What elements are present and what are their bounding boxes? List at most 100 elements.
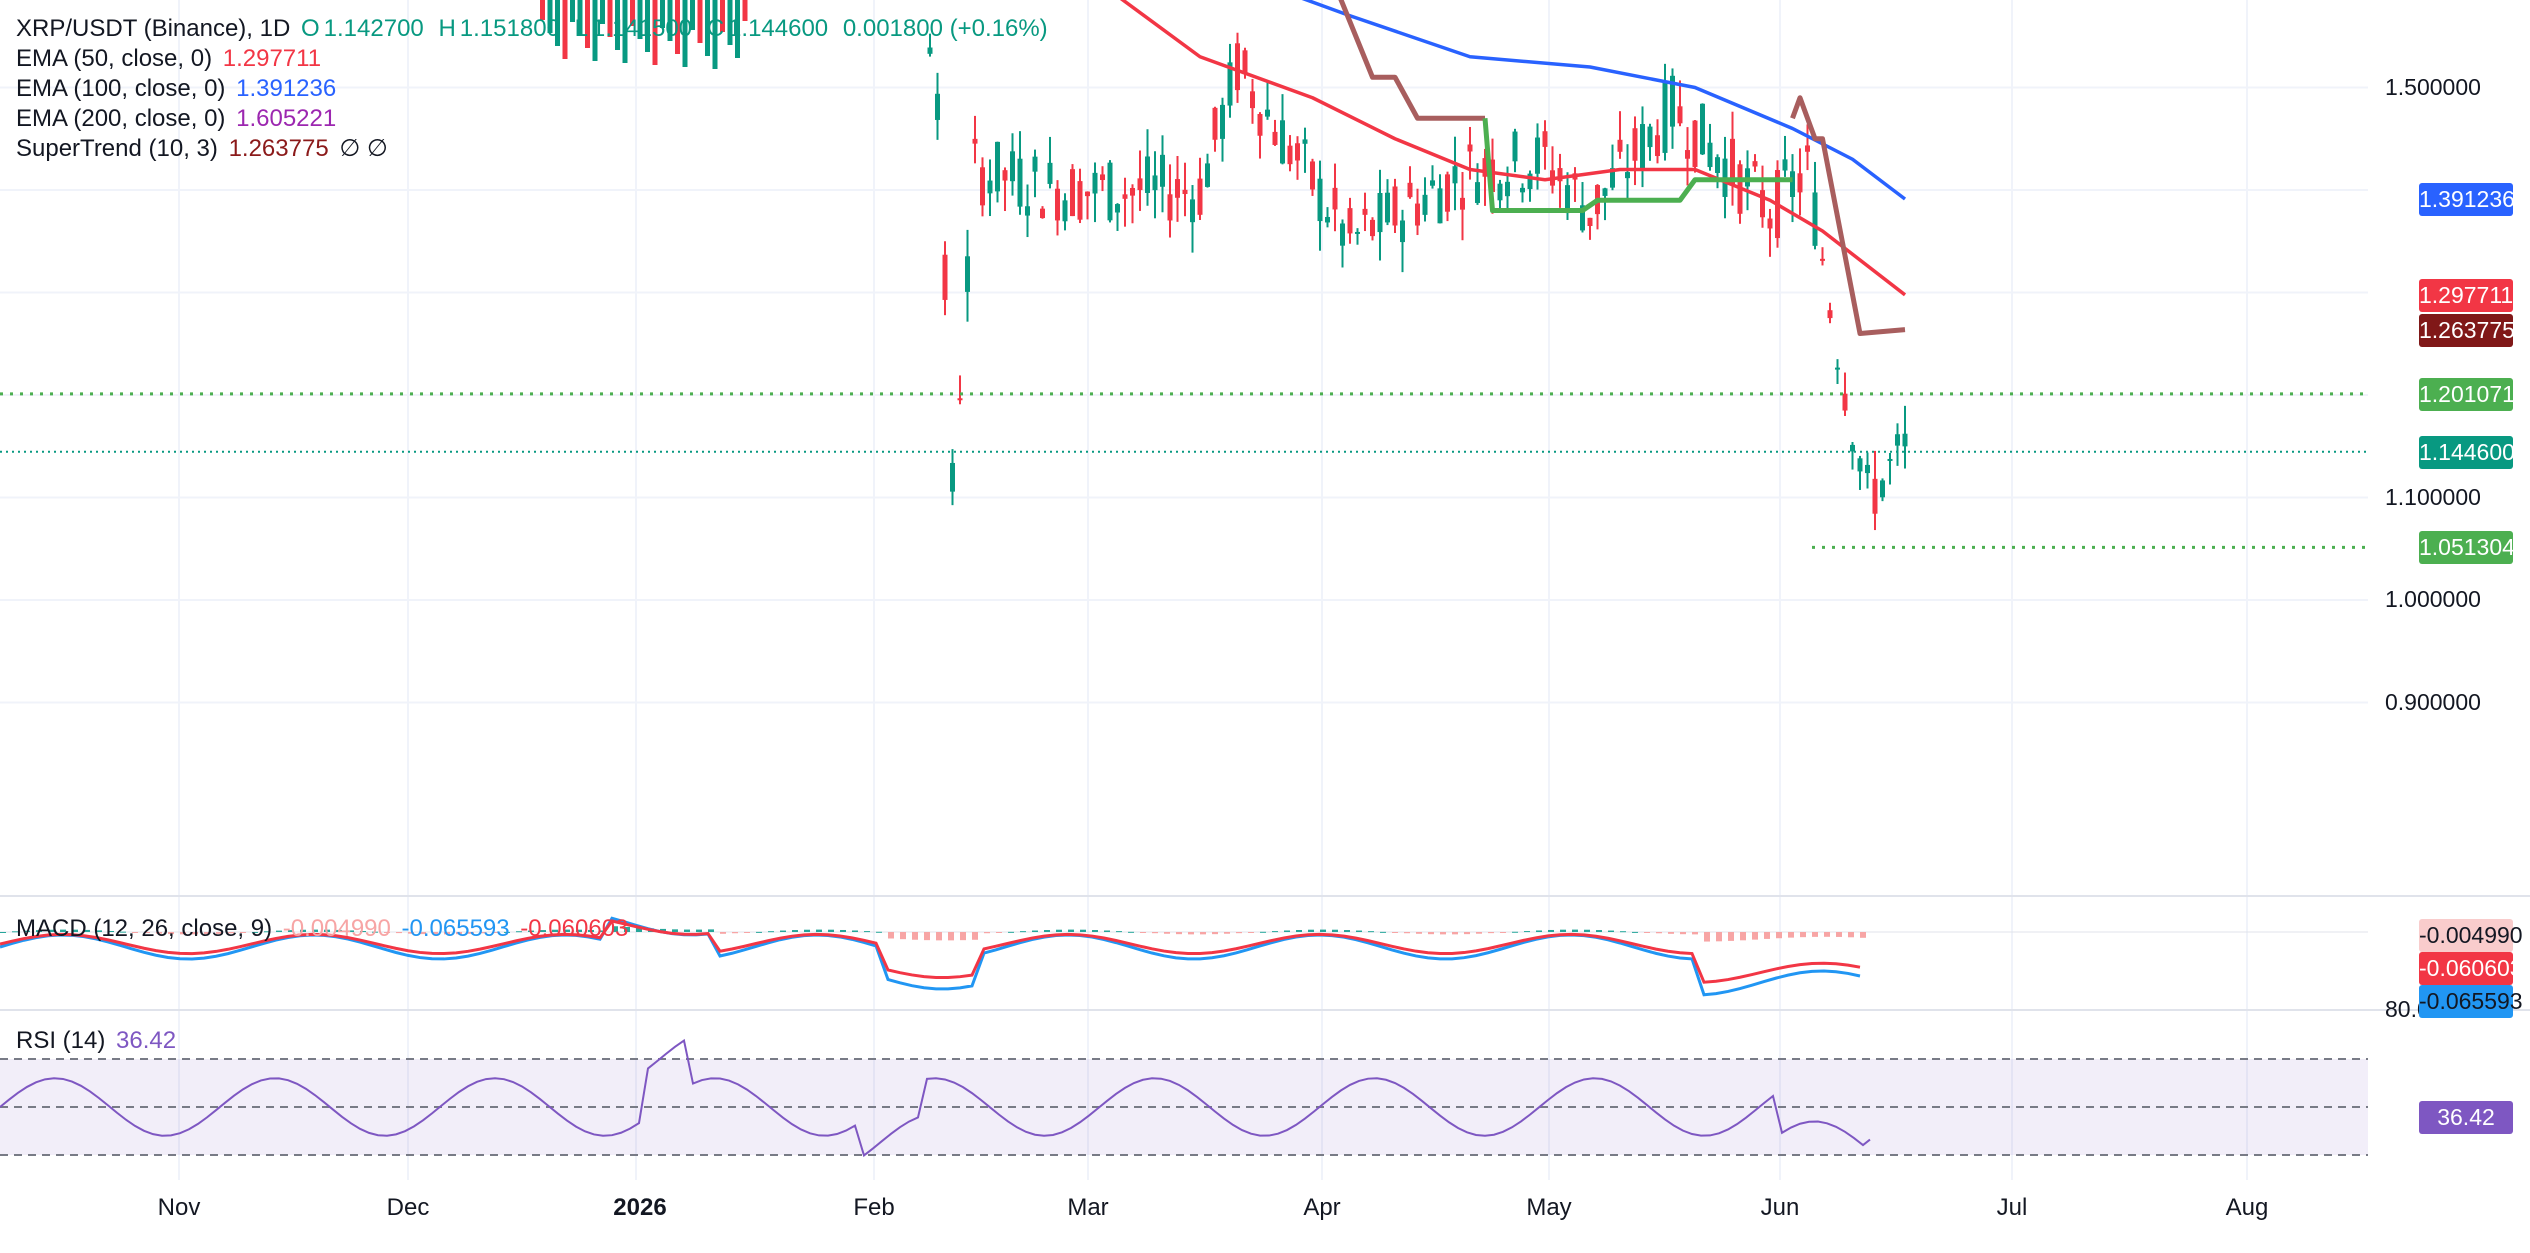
candle	[1025, 184, 1030, 238]
macd-hist-bar	[396, 932, 402, 934]
macd-hist-bar	[1332, 929, 1338, 932]
candle	[935, 72, 940, 140]
time-axis-tick: Jul	[1996, 1194, 2028, 1221]
macd-legend[interactable]: MACD (12, 26, close, 9) -0.004990 -0.065…	[16, 914, 632, 944]
candle-body	[1617, 139, 1623, 152]
candle-body	[705, 0, 710, 56]
candle-body	[1085, 191, 1090, 197]
candle	[1707, 123, 1713, 171]
candle-body	[1632, 128, 1638, 161]
supertrend-bearish-line	[1790, 95, 1906, 336]
candle	[1407, 166, 1413, 199]
macd-hist-bar	[180, 932, 186, 935]
candle-body	[1197, 178, 1203, 215]
candle-body	[1625, 172, 1630, 179]
candle	[1355, 228, 1360, 245]
macd-hist-bar	[828, 929, 834, 932]
candle	[1107, 160, 1113, 223]
macd-hist-bar	[552, 929, 558, 932]
candle	[1872, 450, 1878, 531]
change-value: 0.001800 (+0.16%)	[842, 15, 1048, 42]
candle	[1032, 149, 1038, 198]
macd-hist-bar	[972, 932, 978, 940]
candle	[1392, 178, 1398, 233]
macd-hist-bar	[132, 932, 138, 933]
candle-body	[1662, 82, 1668, 153]
candle-body	[637, 0, 643, 39]
candle-body	[555, 0, 560, 46]
ema50-legend-row[interactable]: EMA (50, close, 0) 1.297711	[16, 44, 1052, 74]
candle-body	[1152, 175, 1158, 191]
macd-hist-bar	[1068, 929, 1074, 932]
macd-hist-bar	[1788, 932, 1794, 938]
macd-hist-bar	[1800, 932, 1806, 938]
price-axis-tick: 0.900000	[2385, 688, 2481, 715]
candle-body	[1805, 145, 1810, 152]
macd-hist-bar	[1584, 929, 1590, 932]
ema200-legend-row[interactable]: EMA (200, close, 0) 1.605221	[16, 104, 1052, 134]
candle-body	[1025, 206, 1030, 216]
candle	[1280, 94, 1285, 165]
candle-body	[735, 0, 740, 58]
candle-body	[1527, 173, 1533, 190]
candle-body	[1310, 161, 1315, 190]
candle	[1632, 116, 1638, 186]
candle-body	[600, 0, 605, 24]
macd-hist-bar	[72, 929, 78, 932]
macd-hist-bar	[804, 929, 810, 932]
macd-hist-bar	[408, 932, 414, 934]
macd-hist-bar	[1860, 932, 1866, 938]
macd-hist-bar	[1200, 932, 1206, 935]
candle-body	[1220, 104, 1225, 139]
candle-body	[1092, 172, 1098, 194]
pane-dividers	[0, 895, 2530, 1011]
candle	[1512, 128, 1518, 173]
candle-body	[1250, 91, 1255, 109]
macd-hist-bar	[1344, 930, 1350, 932]
macd-hist-bar	[492, 932, 498, 933]
candle	[1152, 151, 1158, 219]
candle-body	[1362, 208, 1368, 215]
candle-body	[1730, 138, 1735, 186]
close-value: 1.144600	[728, 15, 829, 42]
candle-body	[1820, 258, 1825, 261]
macd-hist-bar	[48, 929, 54, 932]
candle-body	[942, 254, 948, 300]
supertrend-legend-row[interactable]: SuperTrend (10, 3) 1.263775 ∅ ∅	[16, 134, 1052, 164]
rsi-legend[interactable]: RSI (14) 36.42	[16, 1026, 180, 1056]
price-axis-tick: 1.000000	[2385, 586, 2481, 612]
candle-body	[1272, 131, 1278, 145]
candle	[1287, 135, 1293, 172]
candle	[1850, 442, 1855, 470]
ema100-price-tag: 1.391236	[2419, 182, 2515, 216]
candle	[1265, 81, 1270, 120]
macd-hist-bar	[204, 932, 210, 935]
macd-hist-bar	[744, 932, 750, 933]
macd-hist-bar	[1560, 929, 1566, 932]
candle	[1812, 161, 1818, 250]
candle	[1647, 123, 1653, 161]
ema100-legend-row[interactable]: EMA (100, close, 0) 1.391236	[16, 74, 1052, 104]
macd-hist-bar	[1488, 932, 1494, 934]
rsi-line	[0, 1038, 1871, 1158]
candle	[1520, 183, 1525, 203]
time-axis-tick: Apr	[1303, 1194, 1341, 1221]
macd-hist-bar	[1356, 930, 1362, 932]
low-label: L	[574, 15, 588, 42]
macd-hist-bar	[1740, 932, 1746, 941]
candle	[1865, 452, 1870, 489]
ema200-label: EMA (200, close, 0)	[16, 105, 226, 132]
candle-body	[697, 0, 703, 43]
candle	[927, 33, 933, 57]
candle	[1100, 166, 1105, 192]
macd-hist-bar	[360, 931, 366, 933]
candle	[1002, 167, 1008, 212]
candle-body	[1542, 131, 1548, 147]
candle-body	[1587, 217, 1593, 227]
candle-body	[562, 0, 568, 59]
candle-body	[1557, 168, 1563, 182]
ema50-value: 1.297711	[222, 45, 322, 72]
candle	[1175, 155, 1180, 222]
candle-body	[1175, 179, 1180, 198]
